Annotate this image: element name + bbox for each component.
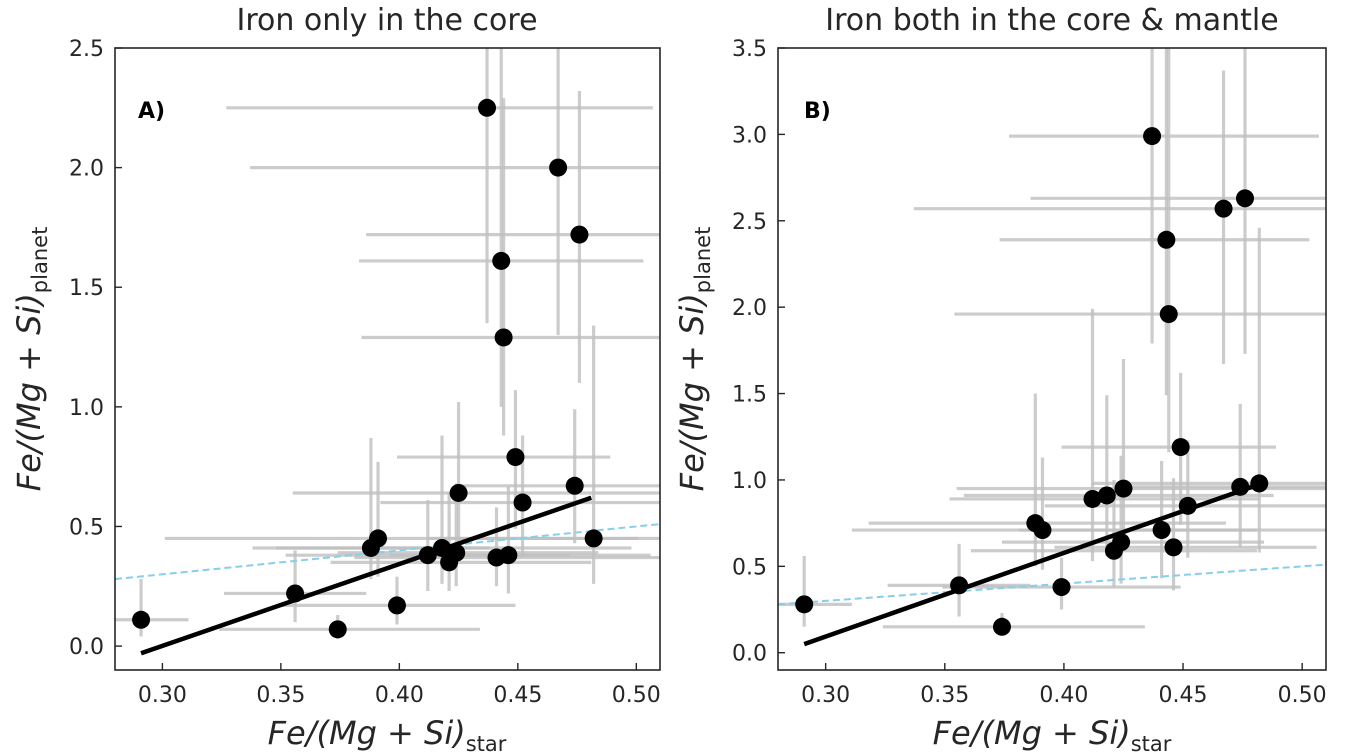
panel-a-chart: Iron only in the core 0.30 0.35 0.40 0.45 0.… <box>10 3 661 755</box>
data-point <box>1097 486 1116 505</box>
y-tick-label: 2.5 <box>69 37 104 62</box>
x-tick-label: 0.50 <box>612 683 661 708</box>
data-point <box>418 546 437 565</box>
panel-b-x-axis-label-main: Fe/(Mg + Si) <box>933 714 1131 752</box>
x-tick-label: 0.45 <box>493 683 542 708</box>
data-point <box>1112 533 1131 552</box>
x-tick-label: 0.50 <box>1278 683 1327 708</box>
y-tick-label: 2.0 <box>69 157 104 182</box>
panel-b-y-axis-label-main: Fe/(Mg + Si) <box>673 293 711 491</box>
data-point <box>1214 199 1233 218</box>
panel-a-y-axis-label-main: Fe/(Mg + Si) <box>10 293 48 491</box>
panel-b-chart: Iron both in the core & mantle 0.30 0.35 0… <box>673 3 1327 755</box>
data-point <box>1152 521 1171 540</box>
data-point <box>1235 189 1254 208</box>
data-point <box>1178 496 1197 515</box>
data-point <box>447 543 466 562</box>
panel-a-x-axis-label: Fe/(Mg + Si)star <box>268 714 507 755</box>
data-point <box>1159 305 1178 324</box>
panel-b-y-axis-label-sub: planet <box>691 227 715 294</box>
y-tick-label: 0.5 <box>732 555 767 580</box>
panel-a-y-ticks: 0.0 0.5 1.0 1.5 2.0 2.5 <box>69 37 122 660</box>
data-point <box>584 529 603 548</box>
data-point <box>1083 489 1102 508</box>
y-tick-label: 3.0 <box>732 123 767 148</box>
y-tick-label: 0.0 <box>69 635 104 660</box>
x-tick-label: 0.40 <box>1039 683 1088 708</box>
y-tick-label: 0.5 <box>69 515 104 540</box>
panel-b-points <box>795 127 1269 636</box>
data-point <box>132 610 151 629</box>
data-point <box>1143 127 1162 146</box>
data-point <box>494 328 513 347</box>
panel-b-label: B) <box>804 99 831 124</box>
data-point <box>1114 479 1133 498</box>
data-point <box>286 584 305 603</box>
panel-a-frame <box>114 47 661 671</box>
data-point <box>1164 538 1183 557</box>
panel-b-errorbars <box>778 48 1326 636</box>
panel-b-y-axis-label: Fe/(Mg + Si)planet <box>673 227 715 492</box>
y-tick-label: 2.0 <box>732 296 767 321</box>
x-tick-label: 0.30 <box>801 683 850 708</box>
data-point <box>478 98 497 117</box>
x-tick-label: 0.35 <box>920 683 969 708</box>
data-point <box>570 225 589 244</box>
panel-b-y-ticks: 0.0 0.5 1.0 1.5 2.0 2.5 3.0 3.5 <box>732 37 785 667</box>
panel-a-points <box>132 98 603 639</box>
data-point <box>449 483 468 502</box>
data-point <box>492 251 511 270</box>
panel-a-y-axis-label-sub: planet <box>28 227 52 294</box>
data-point <box>1033 521 1052 540</box>
panel-a-x-ticks: 0.30 0.35 0.40 0.45 0.50 <box>138 663 661 708</box>
y-tick-label: 0.0 <box>732 642 767 667</box>
data-point <box>499 546 518 565</box>
data-point <box>506 448 525 467</box>
panel-b-x-axis-label-sub: star <box>1131 732 1172 755</box>
fit-line <box>140 495 593 656</box>
data-point <box>513 493 532 512</box>
data-point <box>1171 438 1190 457</box>
data-point <box>992 617 1011 636</box>
panel-b-x-ticks: 0.30 0.35 0.40 0.45 0.50 <box>801 663 1327 708</box>
panel-b-lines <box>778 483 1326 647</box>
data-point <box>369 529 388 548</box>
data-point <box>387 596 406 615</box>
y-tick-label: 3.5 <box>732 37 767 62</box>
data-point <box>328 620 347 639</box>
x-tick-label: 0.45 <box>1159 683 1208 708</box>
panel-a-label: A) <box>138 99 165 124</box>
panel-b-frame <box>777 47 1327 671</box>
panel-b-x-axis-label: Fe/(Mg + Si)star <box>933 714 1172 755</box>
reference-line <box>115 523 660 581</box>
panel-a-errorbars <box>115 48 660 639</box>
x-tick-label: 0.30 <box>138 683 187 708</box>
y-tick-label: 1.5 <box>732 383 767 408</box>
y-tick-label: 1.0 <box>732 469 767 494</box>
panel-a-y-axis-label: Fe/(Mg + Si)planet <box>10 227 52 492</box>
y-tick-label: 1.5 <box>69 276 104 301</box>
panel-a-x-axis-label-main: Fe/(Mg + Si) <box>268 714 466 752</box>
panel-a-lines <box>115 495 660 656</box>
data-point <box>1231 477 1250 496</box>
data-point <box>1052 578 1071 597</box>
data-point <box>950 576 969 595</box>
data-point <box>433 538 451 557</box>
panel-a-x-axis-label-sub: star <box>466 732 507 755</box>
reference-line <box>778 563 1326 606</box>
data-point <box>565 476 584 495</box>
data-point <box>1250 474 1269 493</box>
y-tick-label: 1.0 <box>69 396 104 421</box>
x-tick-label: 0.35 <box>256 683 305 708</box>
data-point <box>1157 230 1176 249</box>
data-point <box>795 595 814 614</box>
panel-a-title: Iron only in the core <box>236 3 537 38</box>
data-point <box>549 158 568 177</box>
x-tick-label: 0.40 <box>375 683 424 708</box>
panel-b-title: Iron both in the core & mantle <box>825 3 1278 38</box>
y-tick-label: 2.5 <box>732 210 767 235</box>
